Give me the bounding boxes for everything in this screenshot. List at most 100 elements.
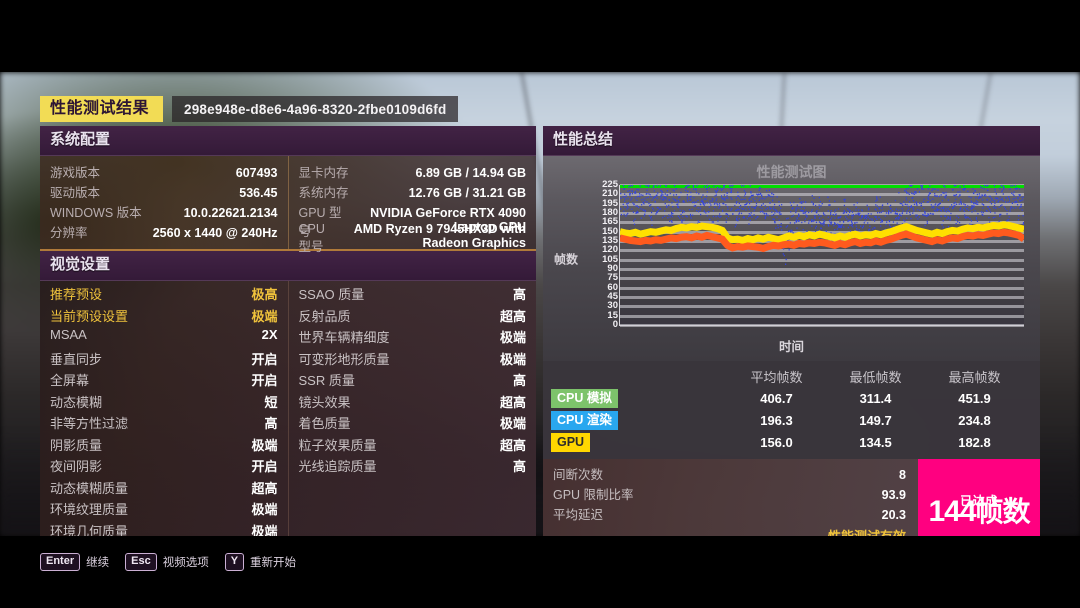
chart-y-tick-label: 60: [607, 281, 618, 293]
key-hint-label: 重新开始: [250, 557, 297, 569]
visual-setting-key: SSAO 质量: [298, 287, 365, 302]
visual-setting-key: 推荐预设: [50, 287, 103, 302]
stats-min-value: 134.5: [859, 434, 892, 450]
visual-setting-value: 短: [264, 394, 278, 410]
footer-stat-key: GPU 限制比率: [553, 488, 634, 502]
visual-setting-row: 世界车辆精细度 极端: [299, 327, 527, 349]
chart-y-axis-label: 帧数: [554, 252, 579, 266]
footer-stat-row: 间断次数 8: [553, 464, 906, 484]
visual-settings-column-left: 推荐预设 极高 当前预设设置 极端 MSAA 2X 垂直同步 开启 全屏幕 开启 动态模糊短非等方性…: [40, 281, 289, 550]
chart-gridline: [620, 314, 1024, 318]
chart-y-tick-label: 195: [602, 197, 618, 209]
left-panel: 系统配置 游戏版本 607493 驱动版本 536.45 WINDOWS 版本 10.0.…: [40, 126, 536, 550]
visual-setting-value: 极端: [251, 308, 278, 324]
visual-setting-key: 动态模糊质量: [50, 480, 129, 496]
key-hint-label: 视频选项: [162, 557, 209, 569]
footer-stat-row: GPU 限制比率 93.9: [553, 484, 906, 504]
series-legend-badge: GPU: [551, 432, 591, 452]
visual-setting-row: 垂直同步 开启: [50, 349, 278, 371]
system-config-key: 显卡内存: [298, 166, 349, 180]
stats-avg-value: 196.3: [760, 412, 793, 428]
visual-setting-value: 开启: [251, 459, 278, 474]
visual-setting-key: 世界车辆精细度: [298, 330, 390, 345]
series-legend-badge: CPU 渲染: [551, 410, 618, 430]
visual-setting-row: 当前预设设置 极端: [50, 306, 278, 328]
performance-summary-heading: 性能总结: [543, 126, 1040, 156]
chart-y-tick-label: 30: [607, 300, 618, 312]
system-config-value: 536.45: [239, 186, 278, 200]
system-config-row: 分辨率 2560 x 1440 @ 240Hz: [50, 222, 278, 242]
visual-setting-value: 极端: [499, 330, 526, 345]
performance-summary-body: 性能测试图 帧数 0 15 30 45 60 75 90 105 120 135 150 165 180…: [543, 156, 1040, 553]
fps-badge-label: 已达成: [960, 494, 998, 508]
visual-setting-row: 光线追踪质量 高: [299, 456, 527, 478]
key-hint[interactable]: Esc 视频选项: [125, 553, 209, 571]
visual-setting-row: 可变形地形质量 极端: [299, 349, 527, 371]
footer-stat-key: 间断次数: [553, 468, 604, 482]
system-config-row: 系统内存 12.76 GB / 31.21 GB: [299, 182, 527, 202]
chart-y-tick-label: 210: [602, 188, 618, 200]
visual-setting-key: SSR 质量: [298, 373, 355, 388]
chart-y-tick-label: 180: [602, 207, 618, 218]
visual-setting-row: 推荐预设 极高: [50, 284, 278, 306]
visual-setting-key: 夜间阴影: [50, 459, 103, 474]
visual-setting-key: 阴影质量: [50, 437, 103, 453]
visual-setting-row: 夜间阴影 开启: [50, 456, 278, 478]
system-config-key: CPU 型号: [298, 222, 325, 254]
run-id-chip: 298e948e-d8e6-4a96-8320-2fbe0109d6fd: [172, 96, 459, 122]
fps-badge-value: 144帧数: [918, 496, 1040, 528]
chart-gridline: [620, 258, 1024, 262]
system-config-value: NVIDIA GeForce RTX 4090 Laptop GPU: [370, 206, 526, 234]
visual-setting-value: 高: [512, 459, 526, 474]
system-config-value: 2560 x 1440 @ 240Hz: [152, 226, 278, 240]
chart-gridline: [620, 193, 1024, 197]
visual-setting-value: 超高: [499, 394, 526, 410]
chart-plot-background: [620, 185, 1024, 325]
system-config-heading: 系统配置: [40, 126, 536, 156]
letterbox-top: [0, 0, 1080, 72]
visual-setting-row: 反射品质 超高: [299, 306, 527, 328]
chart-y-tick-label: 75: [607, 272, 618, 284]
chart-gridline: [620, 286, 1024, 290]
system-config-row: CPU 型号 AMD Ryzen 9 7945HX3D with Radeon G…: [299, 222, 527, 254]
visual-setting-value: 超高: [499, 437, 526, 453]
system-config-row: WINDOWS 版本 10.0.22621.2134: [50, 202, 278, 222]
stats-min-value: 149.7: [859, 412, 892, 428]
chart-y-tick-label: 120: [602, 244, 618, 256]
chart-gridline: [620, 221, 1024, 225]
visual-setting-value: 高: [264, 416, 278, 431]
visual-setting-row: 动态模糊 短: [50, 392, 278, 414]
visual-setting-key: 垂直同步: [50, 351, 103, 367]
fps-number: 144: [928, 495, 976, 528]
stats-row: CPU 模拟 406.7 311.4 451.9: [551, 387, 1024, 409]
visual-setting-value: 2X: [261, 327, 278, 342]
chart-x-axis-label: 时间: [778, 340, 804, 354]
stats-column-min: 最低帧数: [849, 369, 902, 385]
visual-setting-value: 极端: [499, 351, 526, 367]
stats-header-row: 平均帧数 最低帧数 最高帧数: [551, 365, 1024, 387]
chart-series-GPU (min): [620, 232, 1024, 248]
chart-y-tick-label: 90: [607, 263, 618, 274]
visual-setting-value: 开启: [251, 373, 278, 388]
system-config-value: 10.0.22621.2134: [183, 206, 278, 220]
footer-stat-value: 93.9: [881, 488, 906, 502]
stats-avg-value: 156.0: [760, 434, 793, 450]
key-cap: Y: [224, 553, 245, 571]
visual-setting-row: 动态模糊质量 超高: [50, 478, 278, 500]
system-config-value: AMD Ryzen 9 7945HX3D with Radeon Graphic…: [353, 222, 526, 250]
visual-setting-key: MSAA: [50, 327, 87, 342]
system-config-row: 显卡内存 6.89 GB / 14.94 GB: [299, 162, 527, 182]
key-hint[interactable]: Y 重新开始: [224, 553, 297, 571]
stats-max-value: 182.8: [958, 434, 991, 450]
visual-setting-value: 开启: [251, 351, 278, 367]
fps-badge-inner: 已达成 144帧数: [918, 484, 1040, 528]
key-cap: Esc: [125, 553, 157, 571]
chart-title: 性能测试图: [756, 164, 827, 180]
stats-rows: CPU 模拟 406.7 311.4 451.9 CPU 渲染 196.3 149.7 234…: [551, 387, 1024, 453]
system-config-column-left: 游戏版本 607493 驱动版本 536.45 WINDOWS 版本 10.0.22621…: [40, 156, 289, 249]
system-config-key: GPU 型号: [298, 206, 342, 239]
chart-gridline: [620, 277, 1024, 281]
system-config-key: WINDOWS 版本: [50, 206, 142, 220]
visual-setting-value: 高: [512, 287, 526, 302]
key-hint[interactable]: Enter 继续: [40, 553, 109, 571]
